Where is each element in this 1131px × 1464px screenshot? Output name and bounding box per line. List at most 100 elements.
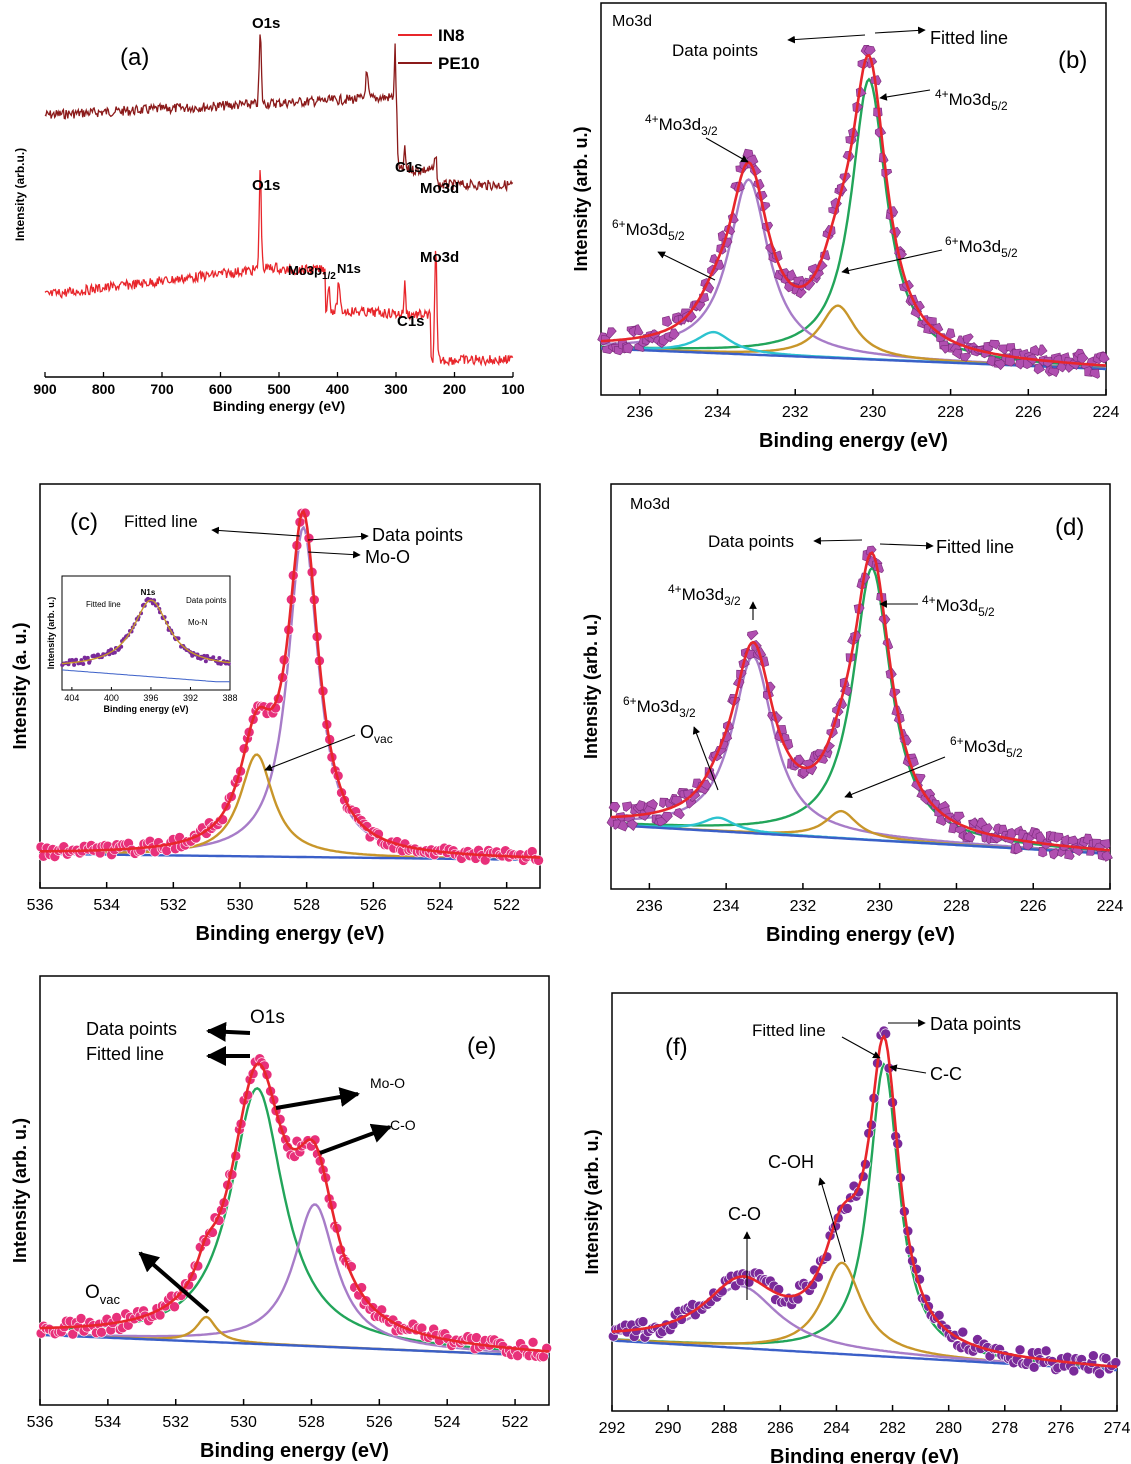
x-tick-label: 228 — [943, 898, 970, 915]
panel-frame — [39, 975, 550, 1406]
panel-label: (f) — [665, 1034, 688, 1061]
x-tick-label: 286 — [767, 1420, 794, 1437]
data-point — [67, 1328, 79, 1340]
inset-fit — [61, 599, 231, 665]
panel-label: (a) — [120, 44, 149, 71]
data-point — [662, 315, 673, 327]
inset-x-tick-label: 396 — [143, 693, 158, 703]
data-point — [856, 578, 867, 590]
data-point — [96, 1327, 107, 1338]
x-tick-label: 236 — [636, 898, 663, 915]
label-data-points: Data points — [708, 532, 794, 551]
label-base: Mo3d — [936, 596, 979, 615]
x-tick-label: 400 — [326, 381, 350, 397]
annotation-arrow — [264, 734, 356, 772]
label-fitted-line: Fitted line — [124, 512, 198, 531]
data-point — [962, 333, 974, 345]
x-tick-label: 282 — [879, 1420, 906, 1437]
data-point — [1004, 356, 1015, 367]
label-subscript: vac — [374, 732, 393, 746]
x-tick-label: 536 — [27, 1414, 54, 1431]
x-axis-label: Binding energy (eV) — [196, 923, 385, 945]
annotation-arrow — [206, 1021, 251, 1042]
label-subscript: 5/2 — [1001, 246, 1018, 260]
annotation-arrow — [879, 89, 931, 101]
label-base: Mo3d — [637, 697, 680, 716]
data-point — [959, 352, 971, 362]
fitted-line — [611, 1034, 1118, 1369]
annotation-arrow — [275, 1087, 360, 1110]
label-base: Mo3d — [659, 115, 702, 134]
label-subscript: 3/2 — [701, 124, 718, 138]
panel-title: Mo3d — [630, 496, 670, 513]
inset-data-point — [150, 601, 155, 606]
label-o1s: O1s — [250, 1007, 285, 1028]
y-axis-label: Intensity (arb. u.) — [10, 1118, 30, 1263]
data-point — [935, 814, 947, 826]
data-point — [646, 799, 658, 810]
annotation-arrow — [705, 137, 749, 163]
label-base: Mo3d — [682, 585, 725, 604]
panel-d: 236 234 232 230 228 226 224 Binding energy (eV)… — [581, 483, 1123, 946]
x-tick-label: 534 — [95, 1414, 122, 1431]
label-6plus-mo3d32: 6+Mo3d3/2 — [623, 694, 696, 720]
x-tick-label: 274 — [1104, 1420, 1131, 1437]
annotation-arrow — [889, 1064, 927, 1074]
label-4plus-mo3d32: 4+Mo3d3/2 — [668, 582, 741, 608]
x-tick-label: 200 — [443, 381, 467, 397]
x-tick-label: 300 — [384, 381, 408, 397]
label-data-points: Data points — [372, 525, 463, 545]
panel-label: (c) — [70, 509, 98, 536]
x-tick-label: 276 — [1048, 1420, 1075, 1437]
inset-x-tick-label: 404 — [64, 693, 79, 703]
data-point — [957, 1326, 969, 1338]
peak-label-c1s-pe10: C1s — [395, 159, 423, 176]
y-axis-label: Intensity (arb. u.) — [582, 1129, 602, 1274]
label-subscript: 1/2 — [322, 271, 336, 282]
label-superscript: 4+ — [668, 582, 682, 596]
label-c-c: C-C — [930, 1064, 962, 1084]
inset-data-point — [72, 662, 77, 667]
inset-baseline — [61, 669, 230, 683]
label-data-points: Data points — [86, 1019, 177, 1039]
x-tick-label: 532 — [160, 897, 187, 914]
label-base: Mo3d — [959, 237, 1002, 256]
x-tick-label: 600 — [209, 381, 233, 397]
panel-frame — [39, 483, 541, 889]
x-tick-label: 532 — [162, 1414, 189, 1431]
data-point — [634, 324, 644, 336]
label-ovac: Ovac — [85, 1282, 121, 1307]
inset-x-axis-label: Binding energy (eV) — [103, 704, 188, 714]
y-axis-label: Intensity (arb. u.) — [571, 126, 591, 271]
data-point — [527, 1337, 539, 1348]
peak-c-o — [39, 1203, 550, 1356]
data-point — [1100, 1353, 1112, 1364]
inset-data-point — [109, 647, 114, 652]
label-subscript: 3/2 — [724, 594, 741, 608]
x-tick-label: 528 — [293, 897, 320, 914]
data-point — [1101, 850, 1113, 862]
annotation-arrow — [787, 34, 866, 44]
peak-label-n1s-in8: N1s — [337, 261, 361, 276]
data-point — [1028, 1362, 1040, 1373]
inset-label-data-points: Data points — [186, 596, 226, 605]
annotation-arrow — [818, 1177, 846, 1263]
label-base: Mo3d — [949, 90, 992, 109]
peak-c-c — [611, 1062, 1118, 1370]
panel-a: 900 800 700 600 500 400 300 200 100 Binding energ… — [13, 15, 525, 414]
peak-label-mo3d-in8: Mo3d — [420, 249, 459, 266]
panel-frame — [610, 483, 1111, 890]
label-fitted-line: Fitted line — [752, 1021, 826, 1040]
annotation-arrow — [813, 537, 863, 545]
x-axis-label: Binding energy (eV) — [759, 430, 948, 452]
x-tick-label: 100 — [501, 381, 525, 397]
legend-in8-label: IN8 — [438, 26, 464, 45]
inset-label-fitted-line: Fitted line — [86, 600, 121, 609]
x-tick-label: 530 — [227, 897, 254, 914]
data-point — [1040, 1345, 1052, 1357]
label-base: Mo3d — [626, 220, 669, 239]
data-point — [661, 811, 673, 823]
panel-label: (d) — [1055, 514, 1084, 541]
data-point — [169, 1301, 180, 1313]
